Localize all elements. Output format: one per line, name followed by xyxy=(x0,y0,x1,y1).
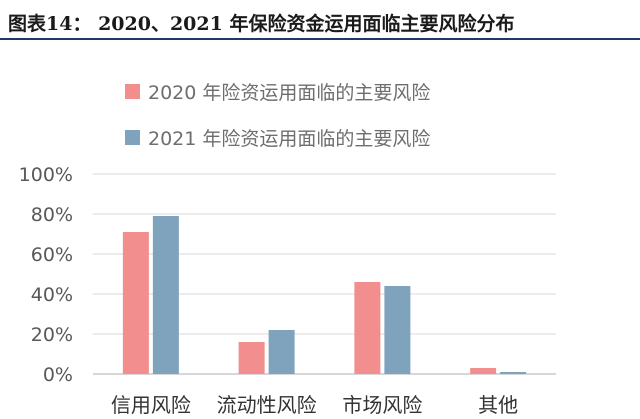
y-tick-label: 60% xyxy=(31,244,73,266)
figure-label: 图表14： xyxy=(8,13,92,35)
bar-2020-3 xyxy=(470,368,497,374)
bar-2020-0 xyxy=(122,232,149,374)
figure-header: 图表14： 2020、2021 年保险资金运用面临主要风险分布 xyxy=(0,0,640,40)
bar-2021-0 xyxy=(152,216,179,374)
x-category-label: 市场风险 xyxy=(342,393,422,417)
y-tick-label: 20% xyxy=(31,324,73,346)
legend-swatch xyxy=(125,130,140,145)
y-tick-label: 40% xyxy=(31,284,73,306)
legend-label: 2021 年险资运用面临的主要风险 xyxy=(148,128,430,150)
x-category-label: 其他 xyxy=(478,393,518,417)
bar-2021-1 xyxy=(268,330,295,374)
figure-title-text: 2020、2021 年保险资金运用面临主要风险分布 xyxy=(98,13,515,35)
bar-2020-2 xyxy=(354,282,381,374)
bar-2020-1 xyxy=(238,342,265,374)
bar-2021-2 xyxy=(384,286,411,374)
legend-swatch xyxy=(125,84,140,99)
x-category-label: 流动性风险 xyxy=(217,393,317,417)
y-tick-label: 100% xyxy=(19,164,73,186)
y-tick-label: 0% xyxy=(43,364,73,386)
x-category-label: 信用风险 xyxy=(111,393,191,417)
figure-title: 图表14： 2020、2021 年保险资金运用面临主要风险分布 xyxy=(8,9,514,36)
legend-label: 2020 年险资运用面临的主要风险 xyxy=(148,82,430,104)
bar-2021-3 xyxy=(500,372,527,374)
y-tick-label: 80% xyxy=(31,204,73,226)
